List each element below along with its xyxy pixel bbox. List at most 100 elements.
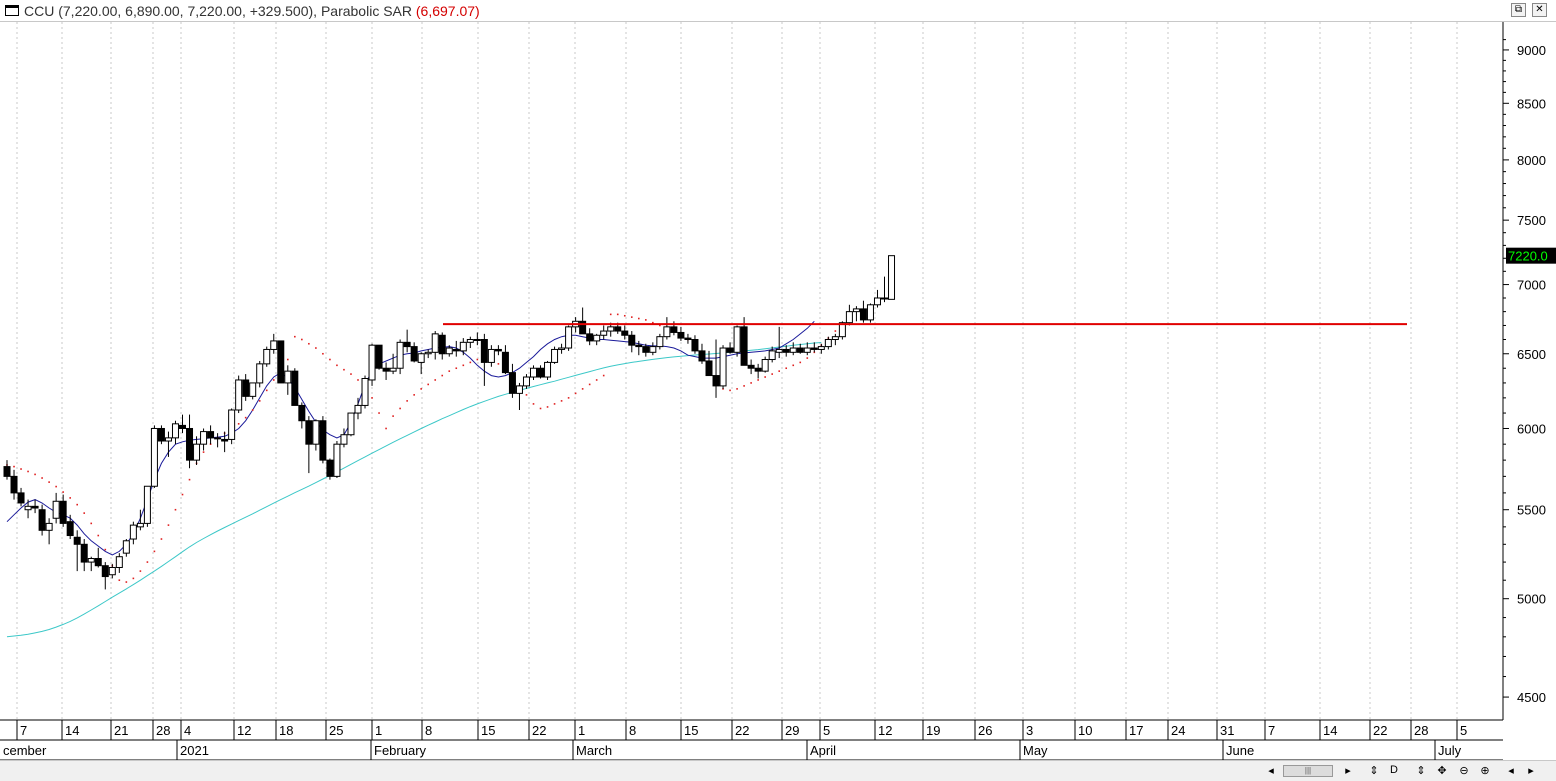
sar-dot [792, 364, 795, 367]
candle-body [143, 485, 151, 524]
sar-dot [406, 400, 408, 402]
candle-body [445, 347, 453, 355]
sar-dot [181, 493, 184, 496]
candle-body [677, 331, 685, 339]
scroll-left-icon[interactable]: ◂ [1268, 765, 1274, 777]
sar-dot [420, 388, 422, 390]
candle-body [284, 370, 292, 384]
candle-body [38, 509, 46, 531]
sar-dot [525, 394, 528, 396]
sar-dot [588, 383, 591, 386]
candle-body [754, 367, 762, 372]
candle-body [228, 409, 236, 440]
candle-body [579, 320, 587, 335]
candle-body [712, 375, 720, 387]
candle-body [705, 360, 713, 377]
candle-body [354, 404, 362, 414]
sar-dot [378, 412, 380, 414]
sar-dot [546, 406, 549, 408]
scrollbar-thumb[interactable]: ||| [1283, 765, 1333, 777]
candle-body [66, 521, 74, 537]
candle-body [817, 346, 825, 350]
y-tick-label: 6000 [1517, 421, 1546, 436]
sar-dot [476, 358, 479, 361]
y-tick-label: 5000 [1517, 592, 1546, 607]
sar-dot [125, 581, 128, 583]
candle-body [775, 348, 783, 353]
candle-body [249, 382, 257, 397]
sar-dot [90, 522, 93, 525]
sar-dot [315, 347, 317, 349]
sar-dot [251, 409, 254, 411]
sar-dot [462, 364, 465, 367]
indicator-name: Parabolic SAR [320, 3, 412, 19]
candle-body [340, 434, 348, 445]
candle-body [431, 333, 439, 353]
sar-dot [799, 361, 802, 364]
sar-dot [448, 370, 451, 372]
candle-body [438, 334, 446, 355]
sar-dot [623, 314, 626, 317]
candle-body [551, 348, 559, 363]
sar-dot [834, 330, 837, 332]
candle-body [242, 379, 250, 397]
sar-dot [645, 319, 647, 321]
candle-body [59, 500, 67, 524]
candle-body [17, 492, 25, 504]
sar-dot [322, 352, 324, 355]
candle-body [403, 341, 411, 348]
candle-body [129, 524, 137, 540]
candle-body [101, 565, 109, 578]
sar-dot [778, 370, 780, 372]
candle-body [740, 326, 748, 366]
close-window-icon[interactable]: ✕ [1532, 3, 1547, 17]
zoom-out-icon[interactable]: ⊖ [1459, 765, 1469, 777]
sar-dot [272, 379, 275, 381]
sar-dot [153, 550, 156, 553]
x-day-label: 8 [425, 723, 432, 738]
candle-body [726, 347, 734, 353]
vertical-zoom-icon[interactable]: ⇕ [1369, 765, 1379, 777]
sar-dot [497, 363, 500, 365]
sar-dot [469, 361, 472, 364]
candle-body [45, 522, 53, 531]
pan-icon[interactable]: ✥ [1437, 765, 1447, 777]
candle-body [333, 443, 341, 477]
candle-body [298, 404, 306, 422]
restore-window-icon[interactable]: ⧉ [1511, 3, 1526, 17]
x-month-label: May [1023, 743, 1048, 758]
chart-scrollbar[interactable]: ||| ◂ ▸ ⇕ D ⇕ ✥ ⊖ ⊕ ◂ ▸ [0, 760, 1556, 781]
sar-dot [294, 335, 296, 338]
candle-body [424, 351, 432, 355]
y-tick-label: 5500 [1517, 503, 1546, 518]
candle-body [768, 350, 776, 361]
x-day-label: 4 [184, 723, 191, 738]
candle-body [838, 322, 846, 338]
sar-dot [785, 367, 788, 370]
zoom-in-icon[interactable]: ⊕ [1480, 765, 1490, 777]
sar-dot [146, 561, 149, 563]
period-daily-button[interactable]: D [1390, 764, 1398, 776]
vertical-scale-icon[interactable]: ⇕ [1416, 765, 1426, 777]
price-chart[interactable]: 4500 5000 5500 6000 6500 7000 7500 8000 8500 9000… [0, 22, 1556, 760]
candle-body [80, 543, 88, 563]
x-day-label: 21 [114, 723, 128, 738]
sar-dot [750, 382, 752, 384]
x-day-label: 17 [1129, 723, 1143, 738]
x-day-label: 24 [1171, 723, 1185, 738]
sar-dot [258, 400, 261, 402]
scroll-end-icon[interactable]: ▸ [1528, 765, 1534, 777]
sar-dot [244, 416, 247, 419]
sar-dot [34, 473, 36, 476]
candle-body [670, 326, 678, 333]
sar-dot [48, 481, 50, 483]
scroll-begin-icon[interactable]: ◂ [1508, 765, 1514, 777]
candle-body [270, 340, 278, 350]
sar-dot [609, 313, 612, 316]
scroll-right-icon[interactable]: ▸ [1345, 765, 1351, 777]
x-day-label: 26 [978, 723, 992, 738]
candle-body [368, 344, 376, 381]
x-day-label: 5 [1460, 723, 1467, 738]
candle-body [122, 540, 130, 554]
candle-body [684, 337, 692, 340]
